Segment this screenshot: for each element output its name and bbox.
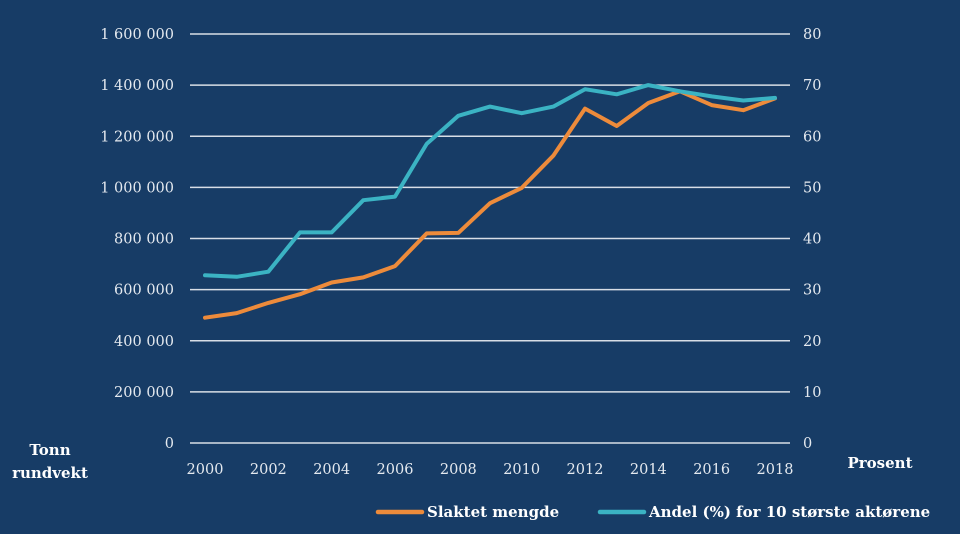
series-line-slaktet-mengde <box>203 89 777 320</box>
x-tick-label: 2006 <box>377 462 414 478</box>
x-tick-label: 2016 <box>693 462 730 478</box>
gridlines <box>190 33 790 444</box>
right-tick-label: 30 <box>803 283 821 299</box>
right-tick-label: 80 <box>803 27 821 43</box>
x-tick-label: 2004 <box>313 462 350 478</box>
right-tick-label: 40 <box>803 232 821 248</box>
right-tick-label: 60 <box>803 129 821 145</box>
right-axis-title: Prosent <box>847 454 912 472</box>
left-axis-ticks: 0 200 000 400 000 600 000 800 000 1 000 000 1 … <box>100 27 174 452</box>
x-tick-label: 2000 <box>187 462 224 478</box>
left-tick-label: 1 000 000 <box>100 180 174 196</box>
series-lines <box>203 83 777 320</box>
x-tick-label: 2018 <box>757 462 794 478</box>
right-tick-label: 10 <box>803 385 821 401</box>
series-line-andel <box>203 83 777 279</box>
x-tick-label: 2002 <box>250 462 287 478</box>
legend-label-andel: Andel (%) for 10 største aktørene <box>648 503 930 521</box>
x-axis-ticks: 2000 2002 2004 2006 2008 2010 2012 2014 2016 2018 <box>187 462 794 478</box>
x-tick-label: 2008 <box>440 462 477 478</box>
left-tick-label: 1 200 000 <box>100 129 174 145</box>
left-tick-label: 600 000 <box>114 283 174 299</box>
left-tick-label: 1 600 000 <box>100 27 174 43</box>
left-tick-label: 400 000 <box>114 334 174 350</box>
x-tick-label: 2010 <box>503 462 540 478</box>
x-tick-label: 2014 <box>630 462 667 478</box>
left-tick-label: 1 400 000 <box>100 78 174 94</box>
x-tick-label: 2012 <box>567 462 604 478</box>
left-tick-label: 0 <box>165 436 174 452</box>
right-tick-label: 20 <box>803 334 821 350</box>
legend-label-slaktet-mengde: Slaktet mengde <box>427 503 559 521</box>
right-tick-label: 50 <box>803 180 821 196</box>
right-tick-label: 0 <box>803 436 812 452</box>
left-tick-label: 200 000 <box>114 385 174 401</box>
right-tick-label: 70 <box>803 78 821 94</box>
left-axis-title-line2: rundvekt <box>12 464 88 482</box>
right-axis-ticks: 0 10 20 30 40 50 60 70 80 <box>803 27 821 452</box>
legend: Slaktet mengde Andel (%) for 10 største … <box>375 503 930 521</box>
left-tick-label: 800 000 <box>114 232 174 248</box>
left-axis-title-line1: Tonn <box>29 441 70 459</box>
